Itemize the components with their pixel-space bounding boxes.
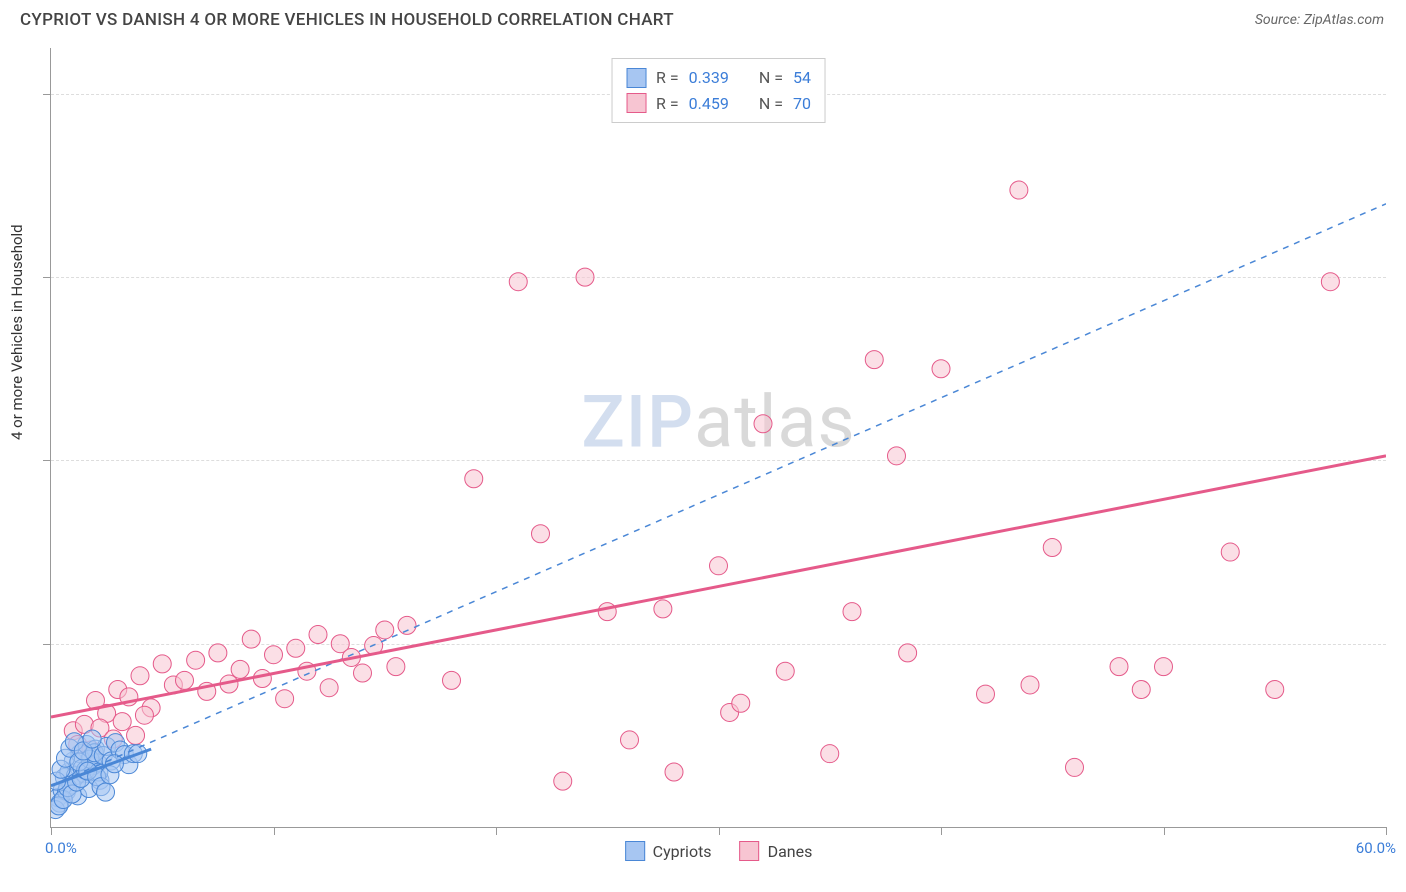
scatter-point [135, 706, 153, 724]
trend-solid-danes [51, 456, 1386, 717]
x-tick [941, 827, 942, 835]
scatter-point [1221, 543, 1239, 561]
source-label: Source: ZipAtlas.com [1255, 12, 1384, 28]
scatter-point [131, 667, 149, 685]
scatter-point [576, 268, 594, 286]
scatter-point [287, 639, 305, 657]
scatter-point [1155, 658, 1173, 676]
scatter-point [309, 626, 327, 644]
y-axis-label: 4 or more Vehicles in Household [8, 224, 26, 440]
r-label: R = [656, 65, 679, 91]
stats-row-danes: R = 0.459 N = 70 [626, 91, 811, 117]
scatter-point [387, 658, 405, 676]
title-bar: CYPRIOT VS DANISH 4 OR MORE VEHICLES IN … [0, 0, 1406, 40]
scatter-point [276, 690, 294, 708]
legend-item-danes: Danes [740, 841, 813, 861]
scatter-point [354, 664, 372, 682]
scatter-point [465, 470, 483, 488]
x-tick [719, 827, 720, 835]
swatch-cypriots [626, 68, 646, 88]
scatter-point [265, 646, 283, 664]
n-label: N = [759, 91, 783, 117]
y-tick [43, 94, 51, 95]
scatter-point [865, 351, 883, 369]
swatch-danes [740, 841, 760, 861]
chart-title: CYPRIOT VS DANISH 4 OR MORE VEHICLES IN … [20, 10, 674, 30]
swatch-cypriots [625, 841, 645, 861]
scatter-point [509, 273, 527, 291]
scatter-point [821, 745, 839, 763]
scatter-point [532, 525, 550, 543]
scatter-point [1066, 758, 1084, 776]
scatter-point [1132, 681, 1150, 699]
scatter-point [977, 685, 995, 703]
scatter-point [376, 621, 394, 639]
r-value-cypriots: 0.339 [689, 65, 729, 91]
scatter-point [754, 415, 772, 433]
scatter-point [209, 644, 227, 662]
scatter-point [83, 730, 101, 748]
scatter-point [554, 772, 572, 790]
scatter-point [1021, 676, 1039, 694]
scatter-point [97, 783, 115, 801]
scatter-point [113, 713, 131, 731]
scatter-point [231, 660, 249, 678]
r-value-danes: 0.459 [689, 91, 729, 117]
scatter-point [732, 694, 750, 712]
scatter-point [621, 731, 639, 749]
scatter-point [320, 679, 338, 697]
plot-svg [51, 48, 1386, 827]
x-tick-label: 0.0% [45, 839, 77, 857]
stats-legend: R = 0.339 N = 54 R = 0.459 N = 70 [611, 58, 826, 123]
scatter-point [253, 670, 271, 688]
scatter-point [398, 616, 416, 634]
scatter-point [888, 447, 906, 465]
scatter-point [665, 763, 683, 781]
legend-label-cypriots: Cypriots [653, 842, 712, 861]
scatter-point [598, 603, 616, 621]
x-tick [1386, 827, 1387, 835]
scatter-point [1266, 681, 1284, 699]
n-label: N = [759, 65, 783, 91]
n-value-cypriots: 54 [793, 65, 811, 91]
stats-row-cypriots: R = 0.339 N = 54 [626, 65, 811, 91]
scatter-point [776, 662, 794, 680]
r-label: R = [656, 91, 679, 117]
scatter-point [443, 671, 461, 689]
x-tick [1164, 827, 1165, 835]
scatter-point [654, 600, 672, 618]
scatter-point [843, 603, 861, 621]
n-value-danes: 70 [793, 91, 811, 117]
x-tick-label: 60.0% [1356, 839, 1396, 857]
scatter-point [153, 655, 171, 673]
swatch-danes [626, 93, 646, 113]
series-legend: Cypriots Danes [625, 841, 813, 861]
scatter-point [932, 360, 950, 378]
scatter-point [1321, 273, 1339, 291]
scatter-point [176, 671, 194, 689]
scatter-point [1010, 181, 1028, 199]
x-tick [496, 827, 497, 835]
chart-container: CYPRIOT VS DANISH 4 OR MORE VEHICLES IN … [0, 0, 1406, 892]
scatter-point [127, 726, 145, 744]
x-tick [274, 827, 275, 835]
scatter-point [899, 644, 917, 662]
scatter-point [187, 651, 205, 669]
x-tick [51, 827, 52, 835]
scatter-point [710, 557, 728, 575]
scatter-point [1043, 538, 1061, 556]
scatter-point [1110, 658, 1128, 676]
legend-label-danes: Danes [768, 842, 813, 861]
y-tick [43, 277, 51, 278]
plot-area: ZIPatlas R = 0.339 N = 54 R = 0.459 N = … [50, 48, 1386, 828]
y-tick [43, 460, 51, 461]
y-tick [43, 644, 51, 645]
scatter-point [242, 630, 260, 648]
legend-item-cypriots: Cypriots [625, 841, 712, 861]
